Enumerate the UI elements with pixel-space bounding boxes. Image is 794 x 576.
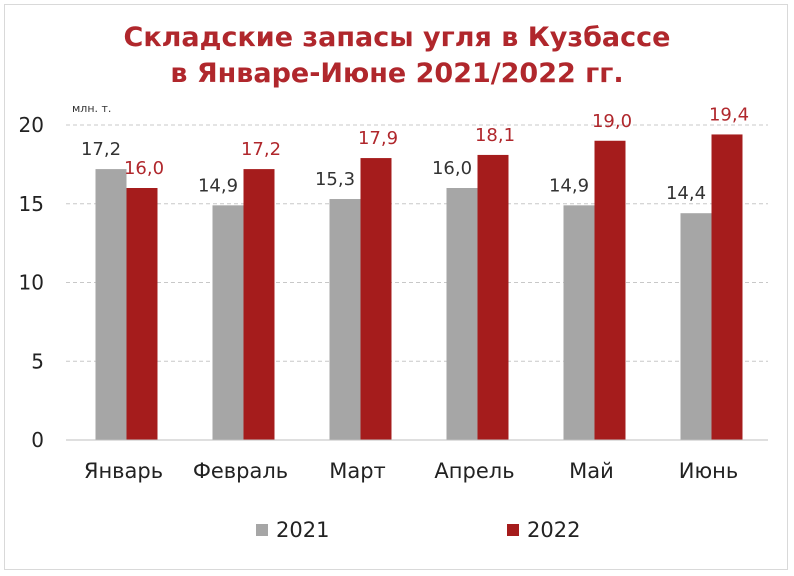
legend-swatch-2022 [507, 524, 519, 536]
data-label-2021-5: 14,4 [666, 183, 706, 204]
unit-label: млн. т. [72, 102, 111, 115]
y-tick-label-0: 0 [31, 428, 44, 452]
x-tick-label-0: Январь [84, 459, 163, 483]
bar-2021-5 [680, 213, 712, 440]
legend-label-2022: 2022 [527, 518, 580, 542]
bar-2022-1 [243, 169, 275, 440]
data-labels: 17,216,014,917,215,317,916,018,114,919,0… [81, 104, 749, 204]
x-tick-label-5: Июнь [679, 459, 739, 483]
chart-title-line-1: Складские запасы угля в Кузбассе [123, 22, 671, 53]
bar-2021-2 [329, 199, 361, 440]
data-label-2022-5: 19,4 [709, 104, 749, 125]
y-tick-label-5: 5 [31, 349, 44, 373]
data-label-2021-1: 14,9 [198, 175, 238, 196]
chart-title: Складские запасы угля в Кузбассе в Январ… [0, 20, 794, 92]
data-label-2021-0: 17,2 [81, 139, 121, 160]
bars [95, 134, 743, 441]
axes: 0 5 10 15 20 млн. т. Январь Февраль Март Апрель Ма… [19, 102, 768, 483]
x-tick-label-2: Март [329, 459, 386, 483]
gridlines [66, 124, 768, 362]
y-tick-label-10: 10 [19, 271, 44, 295]
legend: 2021 2022 [256, 518, 580, 542]
data-label-2022-3: 18,1 [475, 125, 515, 146]
data-label-2021-3: 16,0 [432, 158, 472, 179]
y-tick-label-20: 20 [19, 113, 44, 137]
data-label-2021-2: 15,3 [315, 169, 355, 190]
legend-swatch-2021 [256, 524, 268, 536]
x-tick-label-1: Февраль [193, 459, 288, 483]
bar-2021-0 [95, 169, 127, 440]
data-label-2022-4: 19,0 [592, 111, 632, 132]
chart-title-line-2: в Январе-Июне 2021/2022 гг. [170, 58, 624, 89]
legend-label-2021: 2021 [276, 518, 329, 542]
bar-2022-0 [126, 188, 158, 440]
bar-2022-5 [711, 134, 743, 440]
bar-2022-2 [360, 158, 392, 440]
bar-2021-4 [563, 205, 595, 440]
bar-2021-1 [212, 205, 244, 440]
data-label-2022-1: 17,2 [241, 139, 281, 160]
data-label-2021-4: 14,9 [549, 175, 589, 196]
bar-2022-4 [594, 140, 626, 440]
x-tick-label-4: Май [569, 459, 614, 483]
data-label-2022-2: 17,9 [358, 128, 398, 149]
data-label-2022-0: 16,0 [124, 158, 164, 179]
y-tick-label-15: 15 [19, 192, 44, 216]
x-tick-label-3: Апрель [434, 459, 514, 483]
bar-2021-3 [446, 188, 478, 440]
bar-2022-3 [477, 154, 509, 441]
